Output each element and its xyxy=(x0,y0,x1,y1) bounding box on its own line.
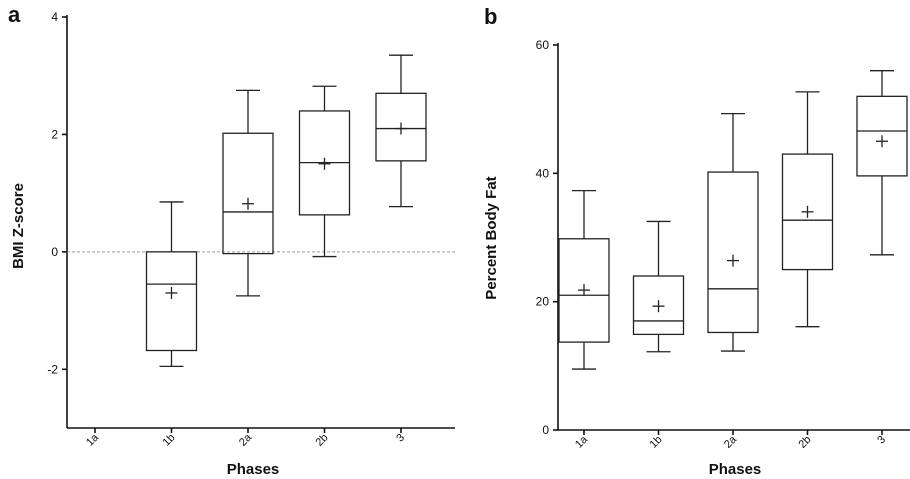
box-3 xyxy=(375,54,427,208)
y-tick-label: 0 xyxy=(542,423,549,437)
panel-letter: b xyxy=(484,4,497,29)
x-axis-title: Phases xyxy=(227,461,280,478)
box-1b xyxy=(632,220,685,353)
x-tick-label: 1a xyxy=(573,433,591,451)
x-tick-label: 1b xyxy=(647,434,664,451)
iqr-box xyxy=(375,92,427,162)
box-1a xyxy=(558,190,610,370)
chart-panel-b: b 0 20 40 60 1a 1b 2a 2b 3 Percent Body Fat Phases xyxy=(483,4,910,478)
iqr-box xyxy=(632,275,685,336)
x-tick-label: 2a xyxy=(722,433,740,451)
x-axis-title: Phases xyxy=(709,461,762,478)
chart-panel-a: a -2 0 2 4 1a 1b 2a 2b 3 BMI Z-score Phases xyxy=(8,2,455,478)
y-tick-label: 40 xyxy=(536,166,550,180)
x-tick-label: 1a xyxy=(84,431,102,449)
box-1b xyxy=(145,201,198,368)
iqr-box xyxy=(707,171,759,334)
box-2b xyxy=(781,91,834,328)
box-3 xyxy=(856,70,908,256)
box-2b xyxy=(298,85,351,258)
y-axis-title: Percent Body Fat xyxy=(483,176,500,299)
y-tick-label: 0 xyxy=(51,245,58,259)
x-tick-label: 2b xyxy=(796,434,813,451)
x-tick-label: 2b xyxy=(313,432,330,449)
y-tick-label: 20 xyxy=(536,295,550,309)
iqr-box xyxy=(856,95,908,177)
x-tick-label: 3 xyxy=(875,434,888,447)
iqr-box xyxy=(781,153,834,271)
y-tick-label: 2 xyxy=(51,127,58,141)
x-tick-label: 3 xyxy=(394,432,407,445)
iqr-box xyxy=(145,251,198,352)
y-axis-title: BMI Z-score xyxy=(10,183,27,269)
box-2a xyxy=(707,113,759,352)
y-tick-label: 60 xyxy=(536,38,550,52)
y-tick-label: -2 xyxy=(47,362,58,376)
panel-letter: a xyxy=(8,2,21,27)
box-2a xyxy=(222,89,274,297)
iqr-box xyxy=(222,132,274,255)
iqr-box xyxy=(558,238,610,343)
x-tick-label: 2a xyxy=(237,431,255,449)
x-tick-label: 1b xyxy=(160,432,177,449)
y-tick-label: 4 xyxy=(51,10,58,24)
